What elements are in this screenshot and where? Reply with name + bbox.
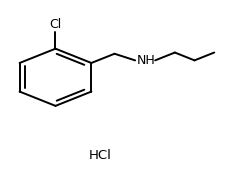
Text: NH: NH (136, 54, 155, 67)
Text: HCl: HCl (89, 149, 112, 162)
Text: Cl: Cl (49, 18, 62, 31)
